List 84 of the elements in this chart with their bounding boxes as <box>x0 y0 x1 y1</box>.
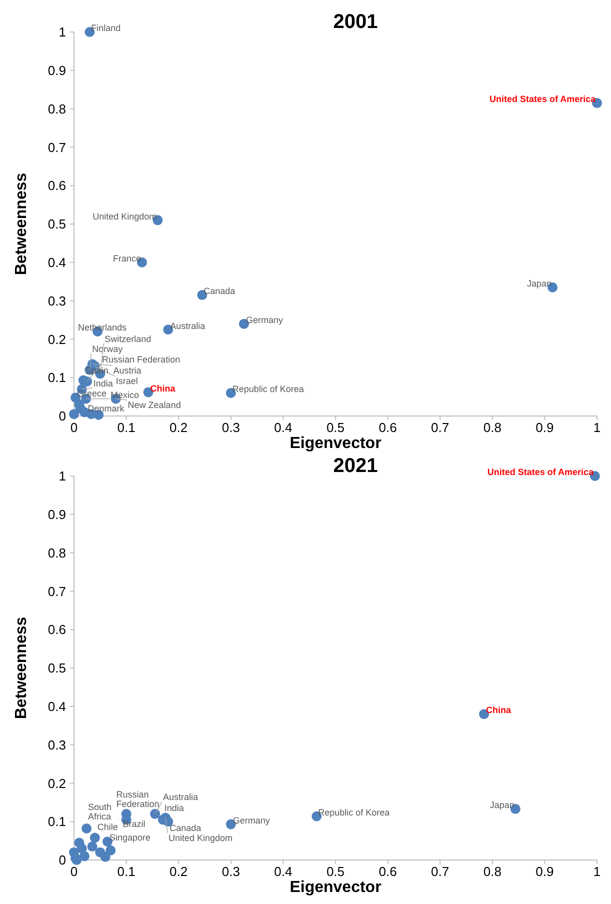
y-tick-label: 0.4 <box>48 698 66 714</box>
x-tick-label: 0.8 <box>483 420 502 435</box>
x-axis-title: Eigenvector <box>290 435 382 452</box>
data-label: Canada <box>204 286 236 296</box>
data-label: Singapore <box>109 832 150 843</box>
y-tick-label: 0.9 <box>48 62 66 78</box>
y-tick-label: 0.6 <box>48 622 66 638</box>
annotation: China <box>150 383 176 394</box>
x-tick-label: 0.2 <box>170 420 188 435</box>
x-tick-label: 0.6 <box>378 864 397 879</box>
data-label: Russian Federation <box>102 354 180 365</box>
y-tick-label: 0.4 <box>48 254 66 270</box>
chart-title: 2021 <box>333 455 378 477</box>
data-label: Mexico <box>110 390 140 400</box>
data-label: Germany <box>246 314 284 325</box>
y-tick-label: 0 <box>58 408 66 424</box>
data-label: Denmark <box>88 404 125 414</box>
data-label: Republic of Korea <box>318 807 390 818</box>
y-axis-title: Betweenness <box>13 616 30 720</box>
data-label: Brazil <box>122 818 146 829</box>
y-tick-label: 0.8 <box>48 101 66 116</box>
data-label: Japan <box>527 278 552 289</box>
x-tick-label: 0 <box>70 864 78 879</box>
x-tick-label: 0.1 <box>117 420 136 435</box>
x-tick-label: 0.4 <box>274 420 292 435</box>
y-tick-label: 0.3 <box>48 737 66 752</box>
data-label: Norway <box>92 344 124 354</box>
y-tick-label: 1 <box>58 24 66 40</box>
y-tick-label: 0.5 <box>48 660 66 676</box>
y-axis-title: Betweenness <box>13 172 30 276</box>
x-tick-label: 0.7 <box>431 864 450 879</box>
y-tick-label: 0.2 <box>48 776 66 791</box>
data-label: New Zealand <box>128 400 181 410</box>
annotation: China <box>486 705 512 716</box>
y-tick-label: 0.5 <box>48 216 66 232</box>
y-tick-label: 0.8 <box>48 545 66 560</box>
x-tick-label: 0.2 <box>170 864 188 879</box>
x-tick-label: 1 <box>593 864 601 879</box>
y-tick-label: 1 <box>58 468 66 484</box>
data-label: Australia <box>170 320 206 331</box>
y-tick-label: 0.1 <box>48 370 66 386</box>
y-tick-label: 0.7 <box>48 584 66 599</box>
x-tick-label: 0 <box>70 420 78 435</box>
x-tick-label: 0.7 <box>431 420 450 435</box>
data-label: United Kingdom <box>92 211 157 222</box>
data-label: Canada <box>170 822 202 833</box>
x-tick-label: 0.3 <box>222 420 240 435</box>
chart-title: 2001 <box>333 11 378 33</box>
data-label: Russian Federation <box>116 789 160 809</box>
y-tick-label: 0 <box>58 852 66 868</box>
x-tick-label: 0.5 <box>326 420 345 435</box>
x-tick-label: 0.6 <box>378 420 397 435</box>
data-label: Israel <box>116 376 138 386</box>
data-label: Japan <box>490 800 514 810</box>
x-tick-label: 0.3 <box>222 864 240 879</box>
annotation: United States of America <box>489 94 597 104</box>
data-label: India <box>164 802 184 813</box>
data-label: Chile <box>97 822 118 832</box>
data-label: Finland <box>91 23 121 34</box>
y-tick-label: 0.6 <box>48 178 66 194</box>
x-axis-title: Eigenvector <box>290 879 382 896</box>
data-label: South Africa <box>88 802 112 822</box>
data-label: Germany <box>232 815 270 826</box>
x-tick-label: 0.1 <box>117 864 136 879</box>
data-label: Netherlands <box>78 322 128 333</box>
x-tick-label: 0.4 <box>274 864 292 879</box>
y-tick-label: 0.2 <box>48 332 66 347</box>
data-label: India <box>93 378 113 388</box>
x-tick-label: 0.9 <box>536 864 554 879</box>
data-label: Switzerland <box>104 334 152 344</box>
data-label: Australia <box>163 792 198 802</box>
annotation: United States of America <box>487 467 595 478</box>
x-tick-label: 1 <box>593 420 601 435</box>
y-tick-label: 0.7 <box>48 140 66 155</box>
y-tick-label: 0.9 <box>48 506 66 522</box>
x-tick-label: 0.5 <box>326 864 345 879</box>
y-tick-label: 0.3 <box>48 293 66 308</box>
data-label: Republic of Korea <box>232 384 304 394</box>
x-tick-label: 0.8 <box>483 864 502 879</box>
data-label: France <box>112 254 141 264</box>
x-tick-label: 0.9 <box>536 420 554 435</box>
y-tick-label: 0.1 <box>48 814 66 830</box>
data-label: United Kingdom <box>168 832 233 843</box>
data-label: Austria <box>113 365 142 376</box>
